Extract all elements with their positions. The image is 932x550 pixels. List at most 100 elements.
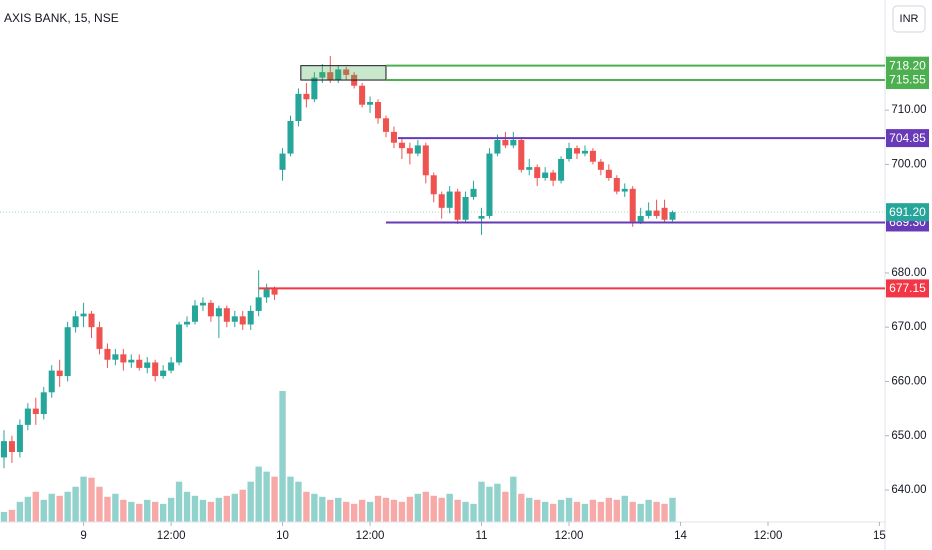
volume-bar <box>112 493 119 522</box>
volume-bar <box>557 499 565 522</box>
volume-bar <box>526 497 533 522</box>
candle-body <box>581 150 588 154</box>
currency-label[interactable]: INR <box>900 13 919 25</box>
volume-bar <box>183 491 191 522</box>
y-tick-label: 650.00 <box>891 430 926 442</box>
candle-body <box>215 308 222 317</box>
volume-bar <box>120 499 127 522</box>
price-label-bg <box>886 56 929 75</box>
volume-bar <box>199 499 207 522</box>
volume-bar <box>40 499 47 522</box>
volume-bar <box>231 493 238 522</box>
volume-bar <box>645 499 652 522</box>
x-tick-label: 11 <box>476 530 488 542</box>
chart-title: AXIS BANK, 15, NSE <box>4 11 119 25</box>
y-tick-label: 710.00 <box>891 104 926 116</box>
candle-body <box>287 121 294 154</box>
volume-bar <box>589 499 597 522</box>
volume-bar <box>518 493 525 522</box>
volume-bar <box>438 497 445 522</box>
candle-body <box>112 354 119 360</box>
volume-bar <box>374 495 382 522</box>
volume-bar <box>152 501 159 522</box>
volume-bar <box>414 493 422 522</box>
y-tick-label: 660.00 <box>891 375 926 387</box>
candle-body <box>518 139 525 170</box>
candle-body <box>64 327 71 377</box>
x-tick-label: 12:00 <box>555 530 584 542</box>
volume-bar <box>255 466 262 522</box>
candle-body <box>8 441 15 453</box>
volume-bar <box>72 486 79 522</box>
candle-body <box>80 313 87 317</box>
volume-bar <box>573 501 581 522</box>
candle-body <box>231 316 238 322</box>
candle-body <box>239 316 246 325</box>
candle-body <box>589 150 596 162</box>
candle-body <box>279 153 286 170</box>
candle-body <box>136 359 143 368</box>
candle-body <box>319 72 326 78</box>
volume-bar <box>565 497 573 522</box>
candle-body <box>152 362 159 377</box>
volume-bar <box>661 503 668 522</box>
volume-bar <box>454 499 461 522</box>
y-tick-label: 700.00 <box>891 158 926 170</box>
candle-body <box>550 172 557 181</box>
volume-bar <box>215 497 223 522</box>
volume-bar <box>358 499 366 522</box>
volume-bar <box>422 491 429 522</box>
volume-bar <box>311 493 318 522</box>
volume-bar <box>494 483 501 522</box>
price-label-bg <box>886 203 929 222</box>
candle-body <box>398 142 405 149</box>
candle-body <box>176 324 183 363</box>
candle-body <box>144 362 151 368</box>
volume-bar <box>167 497 175 522</box>
candle-body <box>669 212 676 220</box>
volume-bar <box>96 486 103 522</box>
candle-body <box>438 194 445 208</box>
volume-bar <box>669 497 676 522</box>
volume-bar <box>382 497 390 522</box>
candle-body <box>128 359 135 363</box>
plot-area <box>0 55 885 522</box>
volume-bar <box>8 509 16 522</box>
volume-bar <box>581 503 589 522</box>
candle-body <box>271 289 278 295</box>
zone-box <box>300 65 387 81</box>
candle-body <box>263 289 270 298</box>
volume-bar <box>549 503 557 522</box>
candle-body <box>462 196 469 220</box>
candle-body <box>359 85 366 105</box>
candle-body <box>367 102 374 105</box>
candle-body <box>40 392 47 415</box>
candle-body <box>223 308 230 322</box>
x-tick-label: 12:00 <box>754 530 783 542</box>
candle-body <box>327 72 334 81</box>
volume-bar <box>398 501 406 522</box>
candle-body <box>199 302 206 306</box>
volume-bar <box>159 503 167 522</box>
candle-body <box>96 327 103 349</box>
volume-bar <box>335 497 342 522</box>
candle-body <box>56 370 63 377</box>
candle-body <box>573 148 581 154</box>
currency-button[interactable] <box>892 5 926 33</box>
candle-body <box>247 310 254 325</box>
candle-body <box>621 188 628 192</box>
volume-bar <box>279 391 286 522</box>
volume-bar <box>629 501 636 522</box>
volume-bar <box>223 495 231 522</box>
candle-body <box>390 131 397 143</box>
candle-body <box>295 93 302 122</box>
x-tick-label: 12:00 <box>157 530 186 542</box>
volume-bar <box>136 503 143 522</box>
candle-body <box>48 370 55 393</box>
candle-body <box>502 139 509 146</box>
volume-bar <box>319 496 326 522</box>
volume-bar <box>343 501 350 522</box>
volume-bar <box>48 493 55 522</box>
candle-body <box>414 145 421 154</box>
